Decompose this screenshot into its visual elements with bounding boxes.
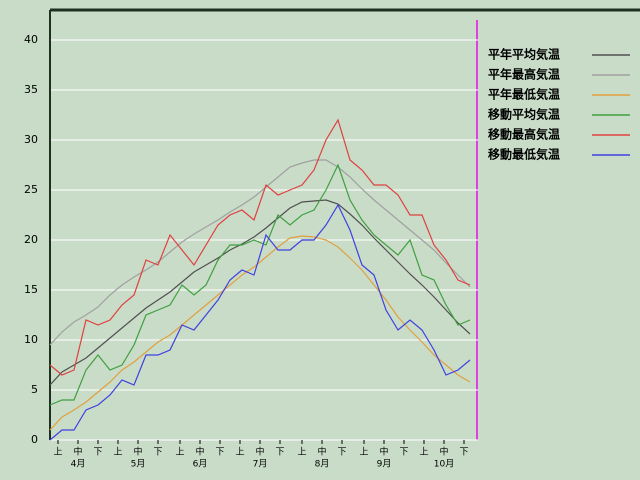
x-tick-label: 中 xyxy=(317,446,326,458)
series-line xyxy=(49,199,471,386)
x-tick-label: 下 xyxy=(153,448,162,458)
y-tick-label: 0 xyxy=(31,433,38,446)
y-tick-label: 15 xyxy=(24,283,38,296)
month-label: 6月 xyxy=(193,459,208,470)
y-tick-label: 5 xyxy=(31,383,38,396)
x-tick-label: 中 xyxy=(439,446,448,458)
y-tick-label: 20 xyxy=(24,233,38,246)
legend-label: 平年最高気温 xyxy=(488,67,560,82)
x-tick-label: 下 xyxy=(215,448,224,458)
x-tick-label: 下 xyxy=(337,448,346,458)
x-tick-label: 中 xyxy=(255,446,264,458)
x-tick-label: 上 xyxy=(113,447,122,458)
x-tick-label: 中 xyxy=(73,446,82,458)
x-tick-label: 上 xyxy=(359,447,368,458)
series-line xyxy=(49,159,471,346)
series-line xyxy=(49,118,471,376)
series-line xyxy=(49,235,471,431)
month-label: 9月 xyxy=(377,459,392,470)
x-tick-label: 中 xyxy=(379,446,388,458)
legend-label: 移動平均気温 xyxy=(488,107,560,122)
x-tick-label: 上 xyxy=(297,447,306,458)
month-label: 5月 xyxy=(131,459,146,470)
x-tick-label: 下 xyxy=(399,448,408,458)
legend-label: 移動最高気温 xyxy=(488,127,560,142)
y-tick-label: 30 xyxy=(24,133,38,146)
y-tick-label: 40 xyxy=(24,33,38,46)
y-tick-label: 25 xyxy=(24,183,38,196)
x-tick-label: 上 xyxy=(175,447,184,458)
month-label: 7月 xyxy=(253,459,268,470)
x-tick-label: 上 xyxy=(419,447,428,458)
x-tick-label: 下 xyxy=(275,448,284,458)
y-tick-label: 10 xyxy=(24,333,38,346)
x-tick-label: 上 xyxy=(235,447,244,458)
month-label: 4月 xyxy=(71,459,86,470)
y-tick-label: 35 xyxy=(24,83,38,96)
x-tick-label: 上 xyxy=(53,447,62,458)
month-label: 10月 xyxy=(434,459,454,470)
legend-label: 平年最低気温 xyxy=(488,87,560,102)
x-tick-label: 中 xyxy=(195,446,204,458)
series-line xyxy=(49,163,471,406)
legend-label: 移動最低気温 xyxy=(488,147,560,162)
series-line xyxy=(49,203,471,441)
x-tick-label: 下 xyxy=(459,448,468,458)
legend-label: 平年平均気温 xyxy=(488,47,560,62)
x-tick-label: 下 xyxy=(93,448,102,458)
x-tick-label: 中 xyxy=(133,446,142,458)
month-label: 8月 xyxy=(315,459,330,470)
